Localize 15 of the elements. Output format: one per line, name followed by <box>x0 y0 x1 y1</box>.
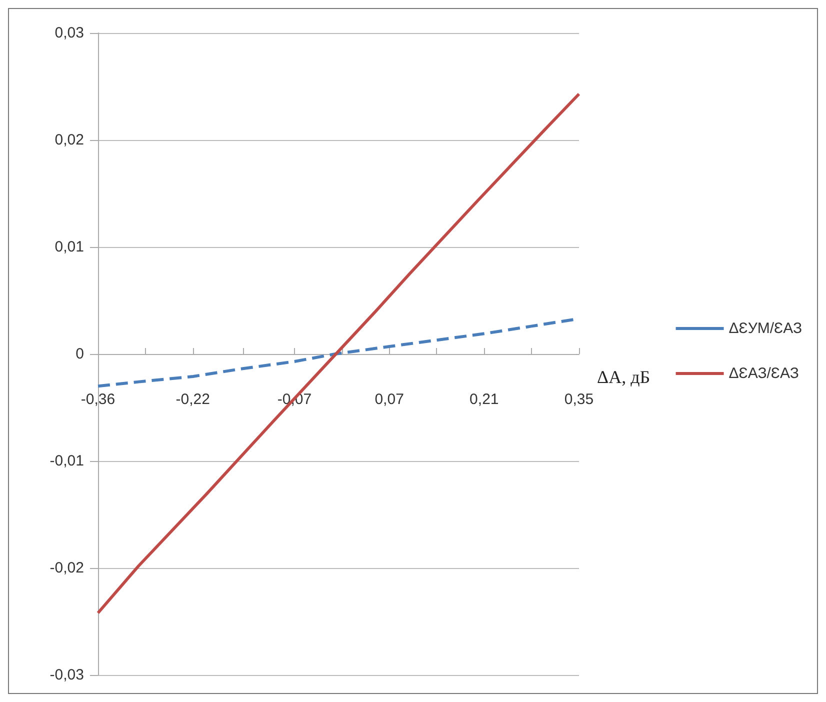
y-tick-label: -0,01 <box>50 452 84 470</box>
x-tick-label: -0,36 <box>80 391 116 408</box>
y-tick-label: 0,03 <box>54 24 84 42</box>
legend-label: ΔƐУМ/ƐАЗ <box>728 320 802 337</box>
x-tick-label: -0,22 <box>176 391 210 408</box>
y-tick-label: -0,03 <box>50 666 84 684</box>
y-tick-label: -0,02 <box>50 560 84 576</box>
x-tick-label: 0,35 <box>564 391 594 408</box>
y-tick-label: 0,02 <box>54 132 84 148</box>
x-axis-title: ΔA, дБ <box>597 367 650 387</box>
legend-label: ΔƐАЗ/ƐАЗ <box>728 365 799 382</box>
y-tick-label: 0,01 <box>54 238 84 256</box>
x-tick-label: 0,21 <box>470 391 499 408</box>
x-tick-label: 0,07 <box>374 391 404 408</box>
y-tick-label: 0 <box>76 346 84 362</box>
